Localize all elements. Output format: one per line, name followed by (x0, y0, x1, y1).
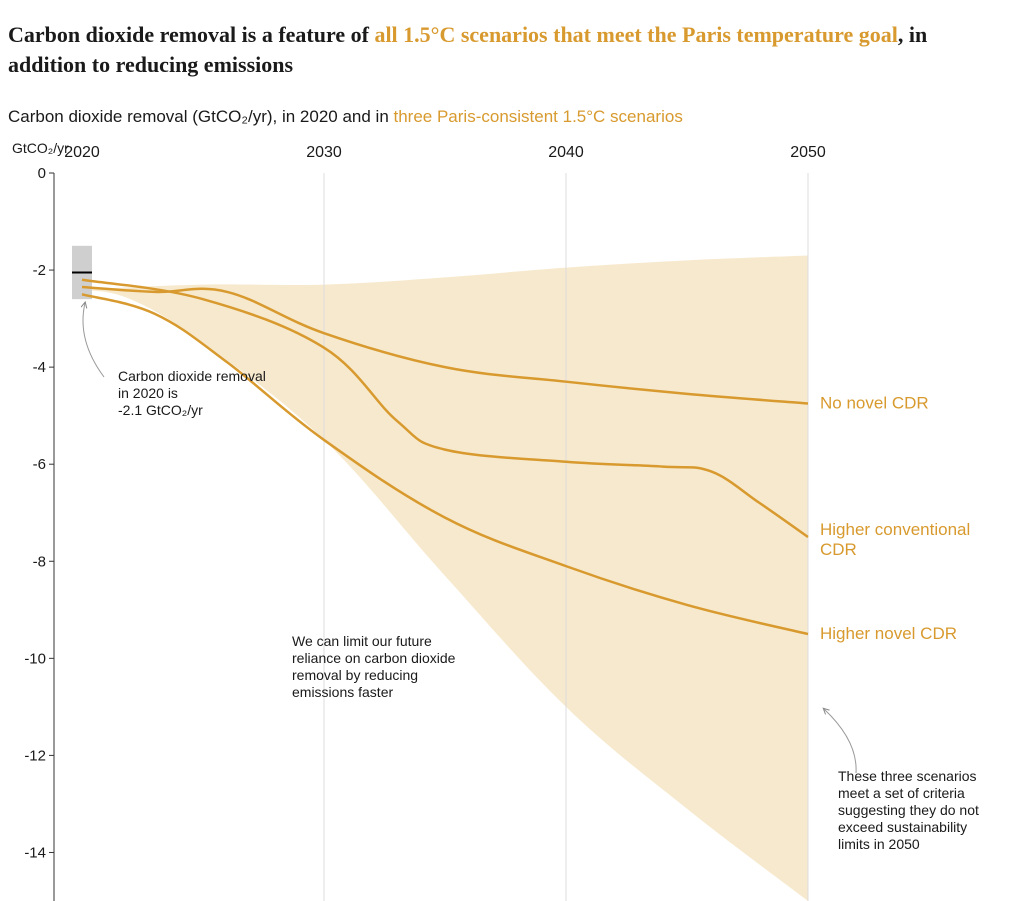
y-tick-label: -4 (33, 360, 46, 377)
y-tick-label: 0 (38, 165, 46, 182)
annot-2020-text: in 2020 is (118, 385, 178, 401)
annot-sustain-text: limits in 2050 (838, 836, 920, 852)
x-tick-label: 2030 (306, 144, 342, 161)
annot-2020-text: -2.1 GtCO₂/yr (118, 402, 203, 418)
x-tick-label: 2040 (548, 144, 584, 161)
series-label: Higher conventional (820, 520, 970, 539)
annot-sustain-arrow (824, 709, 856, 773)
series-label: No novel CDR (820, 394, 929, 413)
annot-sustain-text: exceed sustainability (838, 819, 967, 835)
annot-2020-text: Carbon dioxide removal (118, 368, 266, 384)
subtitle-highlight: three Paris-consistent 1.5°C scenarios (394, 107, 683, 126)
chart-title: Carbon dioxide removal is a feature of a… (8, 20, 1004, 79)
annot-2020-arrow (83, 303, 104, 377)
y-axis-title: GtCO₂/yr (12, 140, 69, 156)
subtitle-pre: Carbon dioxide removal (GtCO₂/yr), in 20… (8, 107, 394, 126)
annot-sustain-text: meet a set of criteria (838, 785, 965, 801)
scenario-band (82, 256, 808, 901)
title-pre: Carbon dioxide removal is a feature of (8, 22, 374, 47)
series-label: CDR (820, 540, 857, 559)
y-tick-label: -6 (33, 457, 46, 474)
y-tick-label: -10 (24, 651, 46, 668)
title-highlight: all 1.5°C scenarios that meet the Paris … (374, 22, 897, 47)
x-tick-label: 2020 (64, 144, 100, 161)
annot-sustain-text: These three scenarios (838, 768, 977, 784)
y-tick-label: -12 (24, 748, 46, 765)
chart-svg: 0 -2 -4 -6 -8 -10 -12 -14 GtCO₂/yr2020 2030 2040 20… (8, 131, 1004, 901)
x-tick-label: 2050 (790, 144, 826, 161)
chart-subtitle: Carbon dioxide removal (GtCO₂/yr), in 20… (8, 107, 1004, 127)
y-tick-label: -14 (24, 845, 46, 862)
y-tick-label: -2 (33, 262, 46, 279)
annot-reduce-text: emissions faster (292, 684, 393, 700)
chart-area: 0 -2 -4 -6 -8 -10 -12 -14 GtCO₂/yr2020 2030 2040 20… (8, 131, 1004, 901)
annot-reduce-text: removal by reducing (292, 667, 418, 683)
annot-reduce-text: reliance on carbon dioxide (292, 650, 456, 666)
annot-reduce-text: We can limit our future (292, 633, 432, 649)
series-label: Higher novel CDR (820, 624, 957, 643)
annot-sustain-text: suggesting they do not (838, 802, 979, 818)
y-tick-label: -8 (33, 554, 46, 571)
